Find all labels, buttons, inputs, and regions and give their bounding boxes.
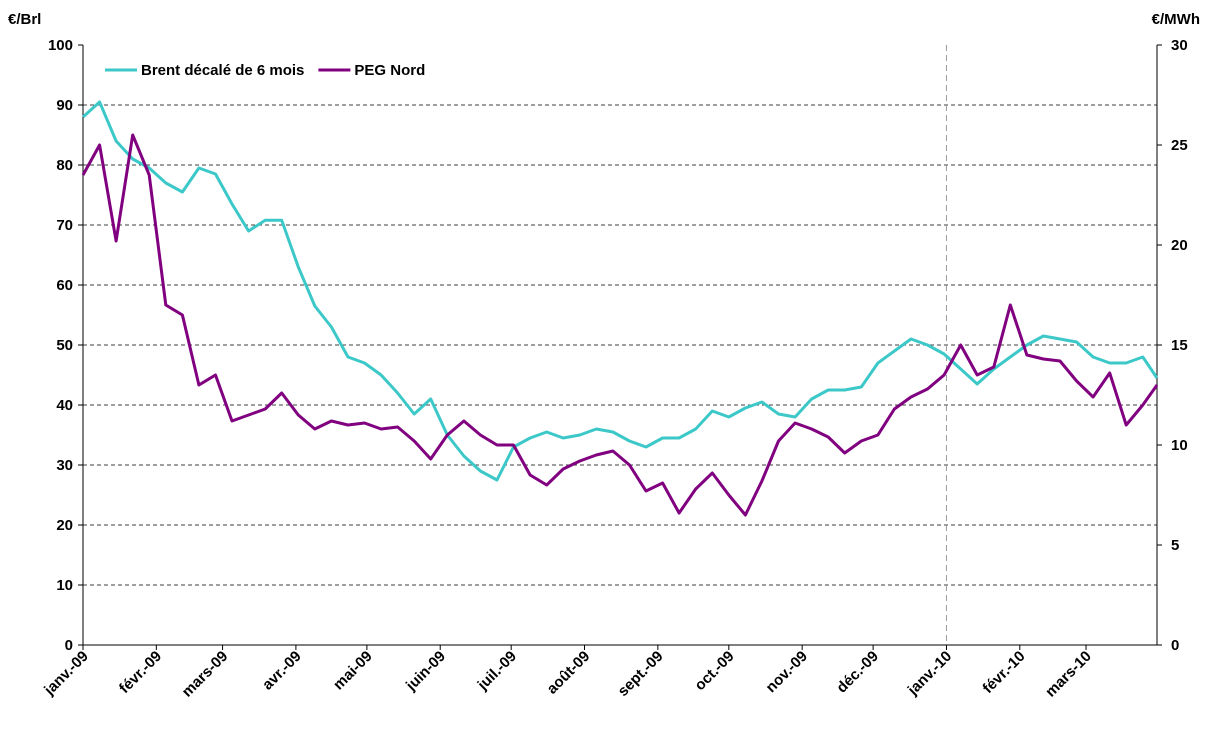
y-tick-label: 40 [56,397,73,414]
legend-label: PEG Nord [354,62,425,79]
x-tick-label: juin-09 [402,648,449,695]
x-tick-label: juil.-09 [474,648,520,694]
x-tick-label: févr.-10 [979,648,1028,697]
y-tick-label: 30 [56,457,73,474]
legend-label: Brent décalé de 6 mois [141,62,304,79]
y-tick-label: 80 [56,157,73,174]
y2-tick-label: 30 [1171,37,1188,54]
x-tick-label: sept.-09 [615,648,667,700]
x-tick-label: août-09 [544,648,594,698]
y2-tick-label: 0 [1171,637,1179,654]
y-tick-label: 90 [56,97,73,114]
y2-tick-label: 5 [1171,537,1179,554]
x-tick-label: févr.-09 [116,648,165,697]
y2-tick-label: 25 [1171,137,1188,154]
y2-tick-label: 20 [1171,237,1188,254]
y2-axis-label: €/MWh [1152,11,1200,28]
y-tick-label: 70 [56,217,73,234]
y-tick-label: 10 [56,577,73,594]
x-tick-label: mars-09 [179,648,232,701]
y-tick-label: 60 [56,277,73,294]
y2-tick-label: 10 [1171,437,1188,454]
x-tick-label: janv.-10 [904,648,955,699]
y-tick-label: 100 [48,37,73,54]
x-tick-label: oct.-09 [691,648,737,694]
x-tick-label: mai-09 [330,648,376,694]
y-tick-label: 50 [56,337,73,354]
x-tick-label: mars-10 [1042,648,1095,701]
y-tick-label: 0 [65,637,73,654]
series-line [81,133,1159,517]
y-tick-label: 20 [56,517,73,534]
x-tick-label: avr.-09 [259,648,305,694]
x-tick-label: janv.-09 [40,648,91,699]
x-tick-label: nov.-09 [763,648,811,696]
series-line [81,100,1159,482]
y-axis-label: €/Brl [8,11,41,28]
y2-tick-label: 15 [1171,337,1188,354]
x-tick-label: déc.-09 [833,648,882,697]
